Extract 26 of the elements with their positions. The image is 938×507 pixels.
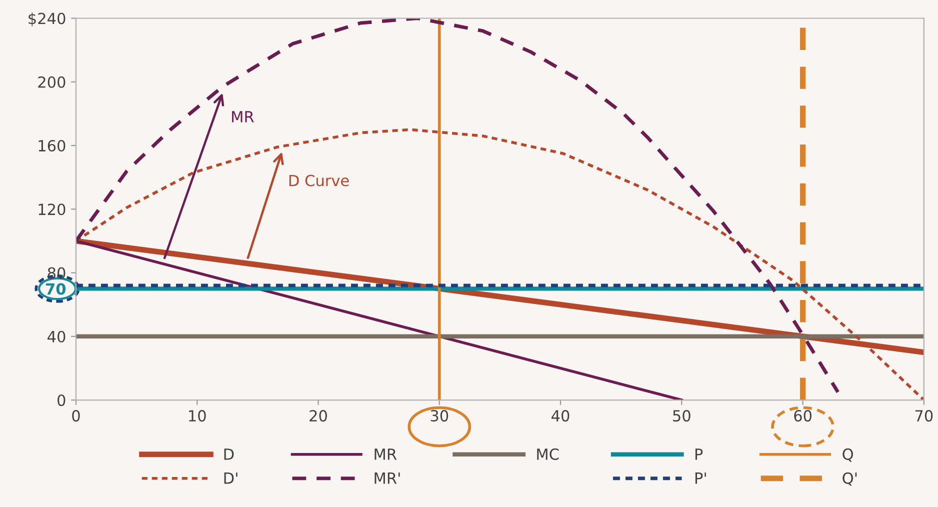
x-tick-label: 40 (552, 410, 570, 422)
legend-label: Q' (842, 472, 857, 486)
legend-label: P (695, 448, 703, 460)
x-tick-label: 70 (915, 410, 933, 422)
legend-label: Q (842, 448, 853, 462)
annotation: MR (232, 111, 254, 122)
legend-label: MC (537, 448, 559, 460)
x-tick-label: 30 (430, 410, 448, 422)
legend-label: D (224, 448, 234, 460)
legend-label: MR' (374, 472, 400, 484)
annotation: D Curve (289, 174, 349, 186)
y-tick-label: 200 (38, 76, 66, 88)
x-tick-label: 60 (794, 410, 812, 422)
y-tick-label: $240 (28, 12, 66, 26)
legend-label: MR (374, 448, 397, 460)
y-tick-label: 40 (48, 330, 66, 342)
legend-label: P' (695, 472, 706, 484)
x-tick-label: 10 (189, 410, 206, 422)
x-tick-label: 50 (673, 410, 690, 422)
y-tick-label: 120 (38, 204, 66, 216)
y-tick-label: 70 (46, 283, 66, 295)
legend-label: D' (224, 472, 238, 484)
x-tick-label: 0 (72, 410, 80, 422)
x-tick-label: 20 (310, 410, 327, 422)
y-tick-label: 0 (58, 394, 66, 406)
y-tick-label: 160 (38, 140, 66, 152)
